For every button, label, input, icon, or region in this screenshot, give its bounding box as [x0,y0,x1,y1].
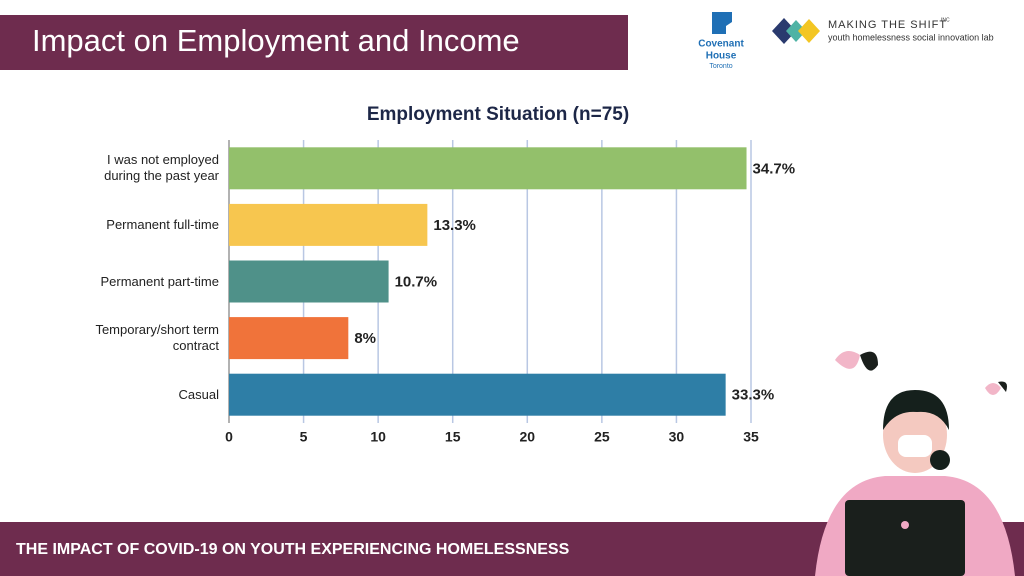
x-tick-label: 0 [225,429,233,445]
logo-text: Toronto [709,63,732,70]
x-tick-label: 35 [743,429,759,445]
category-label: I was not employed during the past year [104,152,219,184]
category-label: Permanent full-time [106,216,219,232]
logo-icon [712,12,732,34]
logo-text: youth homelessness social innovation lab [828,32,994,42]
logo-shape [786,20,806,42]
bar [229,147,747,190]
x-tick-label: 30 [669,429,685,445]
logo-text: MAKING THE SHIFT [828,19,947,31]
logo-text: House [706,51,737,62]
bar [229,317,349,360]
logo-shape [772,18,796,44]
x-tick-label: 5 [300,429,308,445]
logo-shape [798,19,820,43]
category-label: Temporary/short term contract [95,322,219,354]
logo-text: INC [941,17,950,23]
x-tick-label: 25 [594,429,610,445]
value-label: 10.7% [395,273,438,290]
logo-text: Covenant [698,39,744,50]
bar [229,260,389,303]
value-label: 34.7% [753,160,796,177]
chart-title: Employment Situation (n=75) [367,104,629,125]
value-label: 33.3% [732,387,775,404]
x-tick-label: 20 [519,429,535,445]
slide-title: Impact on Employment and Income [32,23,520,58]
category-label: Casual [178,386,219,402]
category-label: Permanent part-time [100,273,220,289]
bar [229,373,726,416]
header-band [0,15,628,70]
footer-text: THE IMPACT OF COVID-19 ON YOUTH EXPERIEN… [16,541,570,558]
bar [229,203,428,246]
illustration [815,351,1015,576]
value-label: 13.3% [433,217,476,234]
value-label: 8% [354,330,376,347]
x-tick-label: 15 [445,429,461,445]
x-tick-label: 10 [370,429,386,445]
